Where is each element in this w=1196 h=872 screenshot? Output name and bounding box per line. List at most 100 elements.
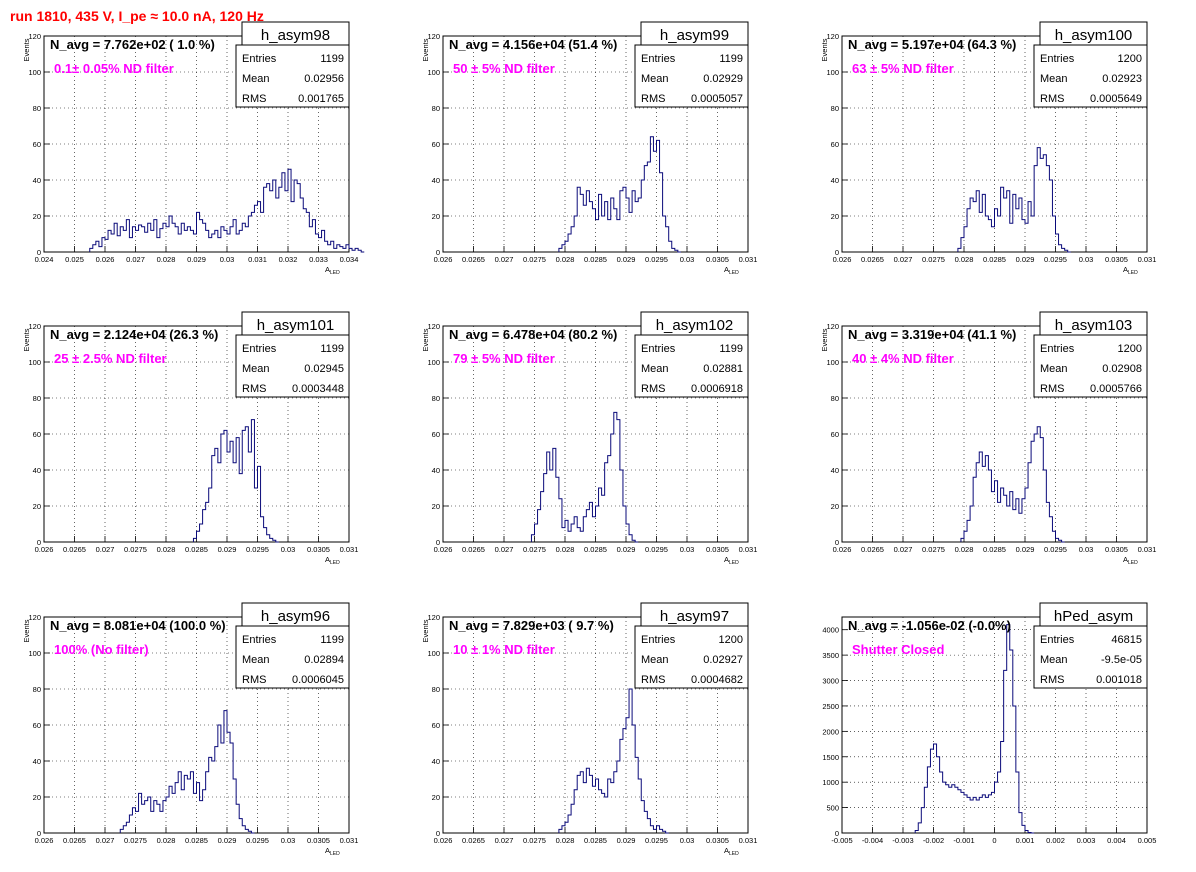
x-tick-label: 0.0305 — [1105, 255, 1128, 264]
histogram-curve — [89, 168, 365, 253]
x-tick-label: 0.0275 — [523, 255, 546, 264]
y-tick-label: 80 — [33, 685, 41, 694]
run-title: run 1810, 435 V, I_pe ≈ 10.0 nA, 120 Hz — [10, 8, 264, 24]
stats-label: Mean — [242, 363, 270, 375]
x-tick-label: 0.031 — [248, 255, 267, 264]
stats-label: Entries — [1040, 343, 1075, 355]
x-tick-label: 0.0275 — [922, 545, 945, 554]
x-tick-label: 0.0285 — [185, 545, 208, 554]
y-tick-label: 100 — [826, 358, 839, 367]
y-tick-label: 60 — [33, 721, 41, 730]
navg-label: N_avg = 4.156e+04 (51.4 %) — [449, 37, 617, 52]
x-tick-label: 0.027 — [96, 836, 115, 845]
stats-label: Entries — [242, 53, 277, 65]
stats-label: Mean — [242, 73, 270, 85]
x-tick-label: 0.0275 — [124, 836, 147, 845]
y-tick-label: 100 — [28, 68, 41, 77]
x-axis-label: ALED — [724, 555, 739, 566]
x-tick-label: 0.029 — [187, 255, 206, 264]
stats-value: 0.02945 — [304, 363, 344, 375]
x-tick-label: 0.0275 — [523, 545, 546, 554]
navg-label: N_avg = 8.081e+04 (100.0 %) — [50, 618, 226, 633]
stats-value: 0.0006918 — [691, 383, 743, 395]
x-tick-label: 0.001 — [1016, 836, 1035, 845]
x-tick-label: 0.028 — [556, 836, 575, 845]
y-tick-label: 60 — [432, 721, 440, 730]
x-tick-label: 0.003 — [1077, 836, 1096, 845]
x-tick-label: 0.026 — [96, 255, 115, 264]
x-axis-label: ALED — [325, 555, 340, 566]
y-tick-label: 40 — [831, 176, 839, 185]
stats-label: RMS — [641, 383, 665, 395]
y-tick-label: 60 — [432, 140, 440, 149]
navg-label: N_avg = -1.056e-02 (-0.0%) — [848, 618, 1011, 633]
x-tick-label: 0.0305 — [307, 836, 330, 845]
stats-title: h_asym101 — [257, 317, 335, 334]
y-tick-label: 0 — [37, 829, 41, 838]
y-tick-label: 1500 — [822, 753, 839, 762]
stats-value: 46815 — [1111, 634, 1142, 646]
stats-title: h_asym99 — [660, 27, 729, 44]
x-tick-label: -0.002 — [923, 836, 944, 845]
y-tick-label: 40 — [33, 757, 41, 766]
y-tick-label: 0 — [436, 829, 440, 838]
stats-title: h_asym102 — [656, 317, 734, 334]
filter-annotation: 100% (No filter) — [54, 642, 149, 657]
x-tick-label: 0.0265 — [63, 545, 86, 554]
x-tick-label: 0.028 — [556, 545, 575, 554]
y-tick-label: 3500 — [822, 651, 839, 660]
x-tick-label: 0.0305 — [706, 545, 729, 554]
x-tick-label: 0.002 — [1046, 836, 1065, 845]
y-tick-label: 60 — [831, 430, 839, 439]
x-tick-label: 0.029 — [218, 545, 237, 554]
x-tick-label: 0.03 — [680, 255, 695, 264]
y-tick-label: 120 — [826, 322, 839, 331]
stats-value: 0.0005649 — [1090, 93, 1142, 105]
histogram-curve — [960, 426, 1065, 543]
histogram-panel-h_asym103: 0.026 0.0265 0.027 0.0275 0.028 0.0285 0.029 0.… — [820, 311, 1156, 566]
x-tick-label: 0.029 — [218, 836, 237, 845]
x-tick-label: 0.031 — [739, 255, 758, 264]
x-tick-label: 0.031 — [739, 545, 758, 554]
stats-value: 0.0006045 — [292, 674, 344, 686]
x-tick-label: 0.033 — [309, 255, 328, 264]
stats-title: h_asym96 — [261, 608, 330, 625]
x-tick-label: 0.03 — [680, 836, 695, 845]
stats-box — [1033, 625, 1148, 689]
stats-label: Entries — [641, 53, 676, 65]
y-tick-label: 40 — [33, 466, 41, 475]
y-tick-label: 60 — [432, 430, 440, 439]
x-tick-label: 0.027 — [495, 836, 514, 845]
x-tick-label: -0.005 — [831, 836, 852, 845]
y-tick-label: 120 — [28, 322, 41, 331]
y-tick-label: 20 — [432, 502, 440, 511]
stats-label: Mean — [641, 73, 669, 85]
y-tick-label: 0 — [37, 248, 41, 257]
y-tick-label: 60 — [33, 430, 41, 439]
stats-label: Mean — [1040, 73, 1068, 85]
x-tick-label: 0.03 — [220, 255, 235, 264]
y-tick-label: 100 — [427, 358, 440, 367]
histogram-panel-h_asym102: 0.026 0.0265 0.027 0.0275 0.028 0.0285 0.029 0.… — [421, 311, 758, 566]
x-tick-label: 0.0275 — [922, 255, 945, 264]
x-tick-label: -0.001 — [953, 836, 974, 845]
y-tick-label: 120 — [28, 613, 41, 622]
stats-label: Entries — [641, 634, 676, 646]
stats-box — [1033, 334, 1148, 398]
histogram-curve — [957, 147, 1071, 253]
x-tick-label: 0.031 — [1138, 255, 1157, 264]
stats-label: RMS — [1040, 674, 1064, 686]
stats-label: Entries — [242, 634, 277, 646]
stats-value: -9.5e-05 — [1101, 654, 1142, 666]
x-tick-label: 0.027 — [126, 255, 145, 264]
y-tick-label: 100 — [427, 649, 440, 658]
x-tick-label: 0.0285 — [185, 836, 208, 845]
x-tick-label: 0.0295 — [246, 836, 269, 845]
histogram-panel-h_asym101: 0.026 0.0265 0.027 0.0275 0.028 0.0285 0.029 0.… — [22, 311, 358, 566]
navg-label: N_avg = 6.478e+04 (80.2 %) — [449, 327, 617, 342]
x-tick-label: 0.0295 — [246, 545, 269, 554]
stats-value: 1200 — [719, 634, 743, 646]
filter-annotation: 0.1± 0.05% ND filter — [54, 61, 174, 76]
x-tick-label: 0.03 — [680, 545, 695, 554]
